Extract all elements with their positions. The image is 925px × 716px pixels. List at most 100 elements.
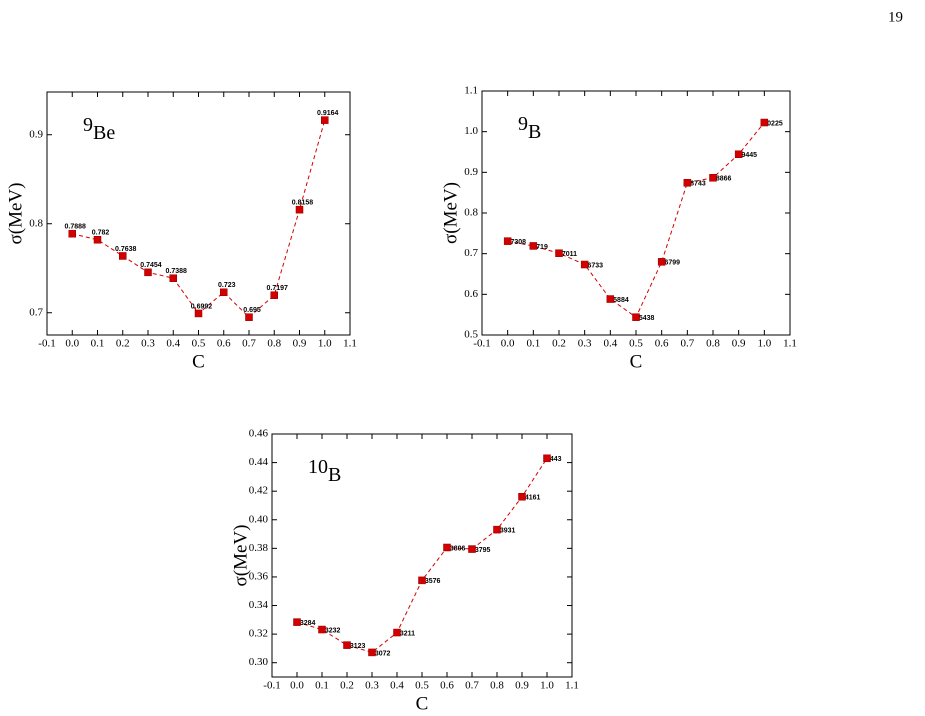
- data-point: [760, 118, 769, 127]
- data-label: 0.6799: [659, 260, 681, 267]
- data-point: [245, 313, 253, 321]
- x-tick-label: -0.1: [473, 338, 490, 350]
- x-tick-label: 1.0: [757, 338, 771, 350]
- x-tick-label: 0.8: [706, 338, 720, 350]
- x-tick-label: 0.4: [166, 338, 180, 350]
- x-tick-label: 0.4: [603, 338, 617, 350]
- x-tick-label: 0.2: [116, 338, 130, 350]
- data-label: 0.5438: [633, 315, 655, 322]
- x-tick-label: 0.8: [267, 338, 281, 350]
- x-tick-label: 0.8: [490, 680, 504, 692]
- data-label: 0.723: [218, 282, 236, 289]
- y-axis-label: σ(MeV): [230, 525, 251, 587]
- x-tick-label: 0.9: [515, 680, 529, 692]
- data-label: 0.7308: [505, 239, 527, 246]
- data-label: 0.6733: [582, 262, 604, 269]
- chart: -0.1 0.0 0.1 0.2 0.3 0.4 0.5 0.6 0.7 0.8 0.9 1.0 1.1…: [5, 91, 357, 372]
- y-tick-label: 0.6: [464, 288, 478, 300]
- data-label: 0.8158: [292, 200, 314, 207]
- x-tick-label: 0.5: [415, 680, 429, 692]
- y-tick-label: 0.8: [464, 207, 478, 219]
- data-label: 0.8866: [710, 176, 732, 183]
- y-tick-label: 0.9: [464, 166, 478, 178]
- data-point: [119, 252, 127, 260]
- x-tick-label: 0.9: [732, 338, 746, 350]
- data-point: [443, 543, 451, 552]
- data-point: [518, 493, 526, 501]
- x-tick-label: 1.1: [783, 338, 797, 350]
- x-axis-label: C: [192, 351, 205, 372]
- x-tick-label: -0.1: [263, 680, 280, 692]
- x-tick-label: 0.5: [629, 338, 643, 350]
- y-tick-label: 1.0: [464, 125, 478, 137]
- x-tick-label: 0.5: [192, 338, 206, 350]
- x-tick-label: 1.0: [318, 338, 332, 350]
- y-tick-label: 0.9: [29, 128, 43, 140]
- data-point: [529, 242, 538, 250]
- data-label: 0.4161: [519, 495, 541, 502]
- x-tick-label: 0.3: [365, 680, 379, 692]
- y-tick-label: 0.40: [249, 513, 269, 525]
- x-tick-label: 0.6: [440, 680, 454, 692]
- y-tick-label: 0.38: [249, 542, 269, 554]
- data-label: 0.7197: [267, 285, 289, 292]
- x-tick-label: 0.7: [242, 338, 256, 350]
- chart: -0.1 0.0 0.1 0.2 0.3 0.4 0.5 0.6 0.7 0.8 0.9 1.0 1.1…: [440, 85, 797, 373]
- x-tick-label: 0.4: [390, 680, 404, 692]
- x-tick-label: 0.2: [340, 680, 354, 692]
- data-point: [270, 291, 278, 299]
- x-tick-label: 0.7: [680, 338, 694, 350]
- data-label: 0.7388: [166, 268, 188, 275]
- x-tick-label: 0.1: [91, 338, 105, 350]
- x-axis-label: C: [416, 693, 429, 714]
- data-line: [296, 458, 548, 653]
- y-tick-label: 0.30: [249, 656, 269, 668]
- x-tick-label: 0.6: [655, 338, 669, 350]
- y-tick-label: 0.34: [249, 599, 269, 611]
- chart: -0.1 0.0 0.1 0.2 0.3 0.4 0.5 0.6 0.7 0.8 0.9 1.0 1.1…: [230, 428, 579, 715]
- data-point: [632, 313, 640, 321]
- data-label: 0.3123: [344, 643, 366, 650]
- x-tick-label: 0.0: [501, 338, 515, 350]
- y-tick-label: 0.46: [249, 428, 269, 440]
- data-point: [555, 249, 563, 257]
- y-axis-label: σ(MeV): [5, 183, 26, 245]
- data-point: [493, 525, 501, 534]
- data-label: 0.7638: [115, 246, 137, 253]
- data-point: [93, 236, 102, 244]
- x-tick-label: 1.1: [343, 338, 357, 350]
- x-tick-label: 0.2: [552, 338, 566, 350]
- data-label: 0.719: [530, 244, 548, 251]
- data-label: 0.7454: [140, 262, 162, 269]
- data-label: 0.9445: [736, 152, 758, 159]
- x-axis-label: C: [630, 351, 643, 372]
- data-label: 0.782: [92, 230, 110, 237]
- x-tick-label: 0.7: [465, 680, 479, 692]
- data-label: 0.3232: [319, 627, 341, 634]
- x-tick-label: -0.1: [38, 338, 55, 350]
- data-label: 1.0225: [761, 120, 783, 127]
- data-point: [657, 258, 666, 266]
- y-tick-label: 0.44: [249, 456, 269, 468]
- data-label: 0.3072: [369, 650, 391, 657]
- data-label: 0.8743: [684, 181, 706, 188]
- annotation: 9Be: [83, 114, 115, 144]
- annotation-symbol: B: [328, 464, 341, 486]
- annotation-mass: 9: [518, 113, 528, 135]
- data-point: [468, 545, 476, 553]
- data-label: 0.7011: [556, 251, 577, 258]
- x-tick-label: 0.3: [141, 338, 155, 350]
- data-point: [503, 237, 512, 245]
- page-number: 19: [888, 9, 903, 25]
- data-point: [169, 274, 177, 282]
- y-axis-label: σ(MeV): [440, 182, 461, 244]
- data-label: 0.9164: [317, 110, 339, 117]
- y-tick-label: 0.7: [464, 247, 478, 259]
- data-point: [68, 229, 76, 238]
- y-tick-label: 0.42: [249, 485, 268, 497]
- data-point: [321, 116, 329, 124]
- data-point: [580, 260, 589, 269]
- data-label: 0.443: [544, 456, 562, 463]
- y-tick-label: 1.1: [464, 85, 478, 97]
